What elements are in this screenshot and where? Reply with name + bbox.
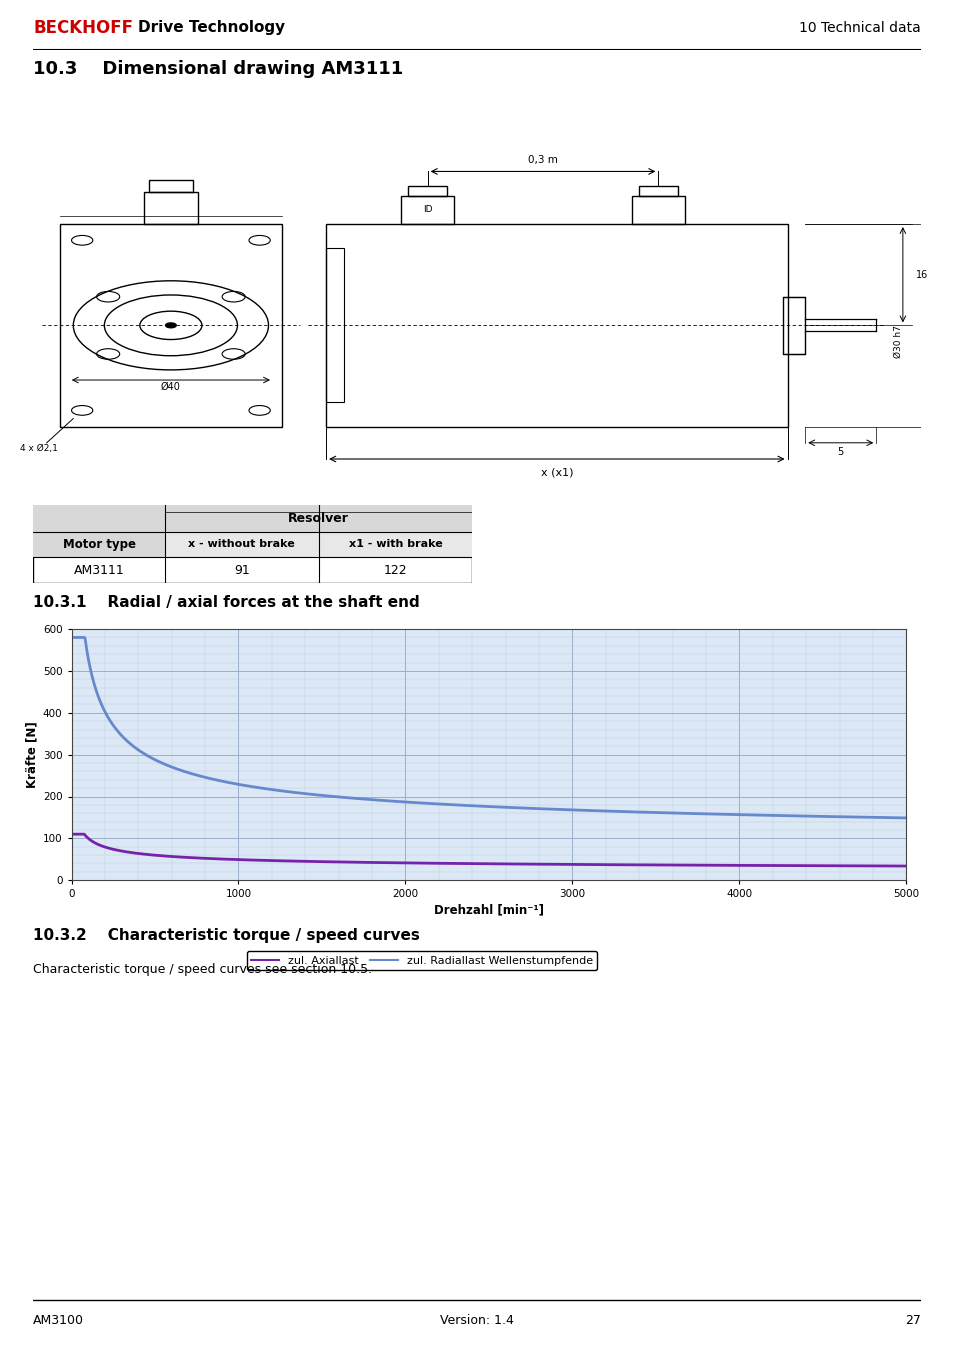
Text: Ø40: Ø40 [161,382,181,391]
Text: 4 x Ø2,1: 4 x Ø2,1 [20,444,58,452]
Text: Version: 1.4: Version: 1.4 [439,1314,514,1327]
Bar [639,186,678,196]
X-axis label: Drehzahl [min⁻¹]: Drehzahl [min⁻¹] [434,903,543,917]
Text: x - without brake: x - without brake [189,540,294,549]
Text: Ø30 h7: Ø30 h7 [893,325,902,358]
Bar [782,297,804,354]
Text: Drive Technology: Drive Technology [138,20,285,35]
Bar [326,224,787,427]
Bar [400,196,454,224]
Text: 5: 5 [837,447,843,456]
Bar [326,248,344,402]
Text: x (x1): x (x1) [540,467,573,477]
Text: 10.3    Dimensional drawing AM3111: 10.3 Dimensional drawing AM3111 [33,59,403,78]
Bar [149,180,193,192]
Text: ID: ID [422,205,432,215]
Bar [60,224,281,427]
Bar [165,532,472,558]
Bar [408,186,447,196]
Bar [33,505,165,558]
Circle shape [166,323,176,328]
Text: x1 - with brake: x1 - with brake [348,540,442,549]
Text: 0,3 m: 0,3 m [528,155,558,165]
Bar [631,196,684,224]
Text: AM3100: AM3100 [33,1314,84,1327]
Text: Resolver: Resolver [288,512,349,525]
Text: 10 Technical data: 10 Technical data [798,20,920,35]
Bar [144,192,197,224]
Text: Motor type: Motor type [63,537,135,551]
Text: 10.3.1    Radial / axial forces at the shaft end: 10.3.1 Radial / axial forces at the shaf… [33,594,419,610]
Text: 10.3.2    Characteristic torque / speed curves: 10.3.2 Characteristic torque / speed cur… [33,927,420,944]
Text: AM3111: AM3111 [73,564,125,576]
Text: BECKHOFF: BECKHOFF [33,19,133,36]
Y-axis label: Kräfte [N]: Kräfte [N] [26,721,39,788]
Text: 27: 27 [903,1314,920,1327]
Text: Characteristic torque / speed curves see section 10.5.: Characteristic torque / speed curves see… [33,963,372,976]
Legend: zul. Axiallast, zul. Radiallast Wellenstumpfende: zul. Axiallast, zul. Radiallast Wellenst… [247,952,597,971]
Text: 91: 91 [233,564,250,576]
Text: 122: 122 [383,564,407,576]
Bar [165,505,472,532]
Text: 16: 16 [915,270,927,279]
